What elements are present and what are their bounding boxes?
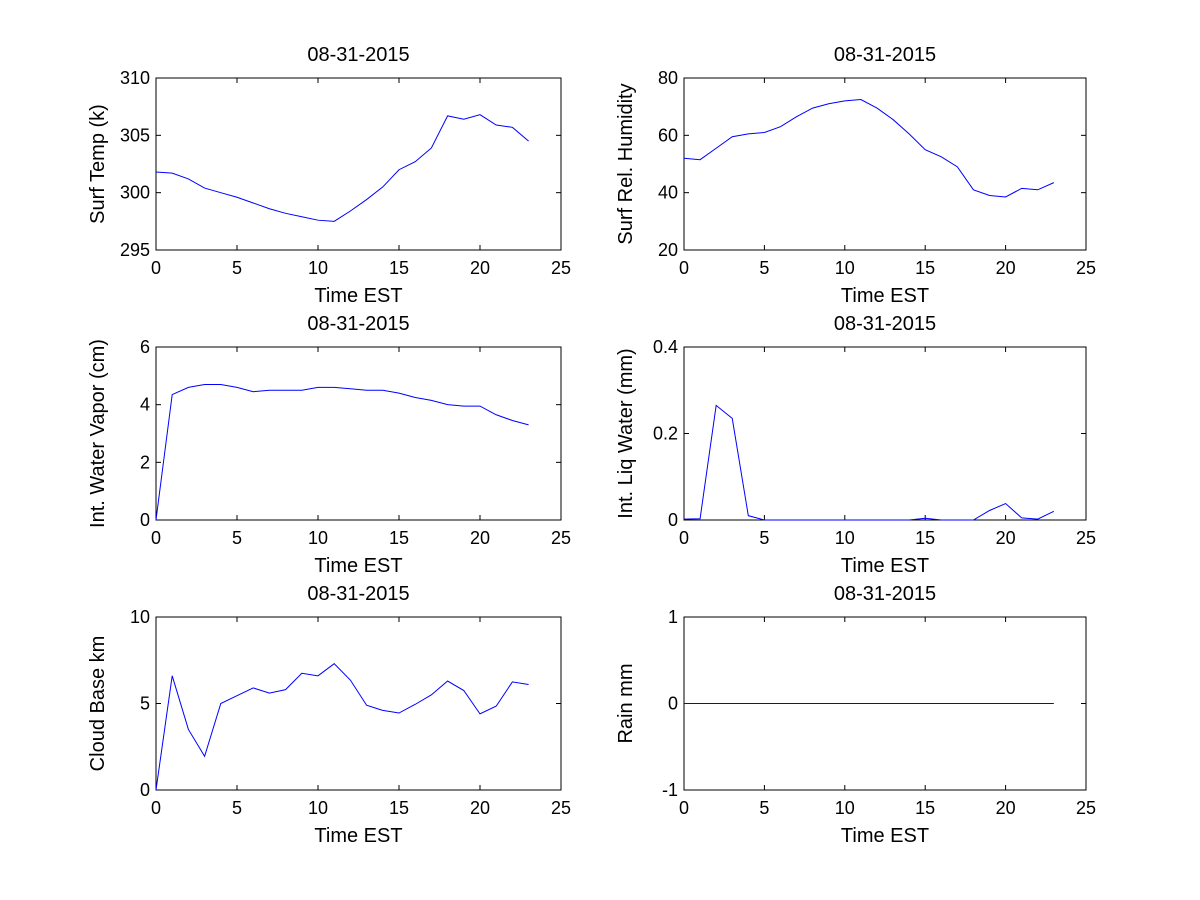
x-axis-label: Time EST [841,555,929,577]
x-tick-label: 10 [835,258,855,278]
x-axis-label: Time EST [314,555,402,577]
x-tick-label: 5 [759,528,769,548]
x-tick-label: 5 [232,798,242,818]
chart-title: 08-31-2015 [834,583,936,605]
x-tick-label: 0 [151,798,161,818]
y-tick-label: 10 [130,607,150,627]
x-tick-label: 0 [151,528,161,548]
x-tick-label: 10 [835,528,855,548]
x-tick-label: 20 [996,258,1016,278]
series-line [155,114,529,222]
x-tick-label: 10 [308,798,328,818]
series-line [155,383,529,521]
x-tick-label: 25 [1076,258,1096,278]
y-tick-label: 4 [140,395,150,415]
x-tick-label: 0 [679,258,689,278]
plot-frame [155,346,562,521]
y-axis-label: Surf Rel. Humidity [615,83,637,244]
subplot-3: 0 5 10 15 20 25 0 2 4 6 08-31-2015 Time EST Int. Wat… [87,313,571,577]
y-tick-label: 300 [120,183,150,203]
x-tick-label: 5 [759,798,769,818]
y-tick-label: 0 [140,510,150,530]
x-tick-label: 20 [470,258,490,278]
x-axis-label: Time EST [314,825,402,847]
y-tick-label: 6 [140,337,150,357]
y-tick-label: 2 [140,452,150,472]
subplot-1: 0 5 10 15 20 25 295 300 305 310 08-31-2015 Time EST… [87,44,571,307]
subplot-5: 0 5 10 15 20 25 0 5 10 08-31-2015 Time EST Cloud Ba… [87,583,571,847]
chart-title: 08-31-2015 [834,44,936,66]
y-axis-label: Cloud Base km [87,636,109,772]
y-tick-label: 295 [120,240,150,260]
y-axis-label: Rain mm [615,663,637,743]
y-tick-label: 0.4 [653,337,678,357]
x-tick-label: 20 [470,528,490,548]
x-tick-label: 10 [308,258,328,278]
x-tick-label: 15 [389,798,409,818]
x-tick-label: 20 [996,798,1016,818]
x-tick-label: 15 [915,798,935,818]
y-tick-label: 1 [668,607,678,627]
x-tick-label: 0 [679,528,689,548]
x-tick-label: 5 [232,258,242,278]
x-tick-label: 25 [551,798,571,818]
x-tick-label: 20 [996,528,1016,548]
chart-title: 08-31-2015 [307,583,409,605]
x-tick-label: 15 [915,258,935,278]
plot-frame [155,77,562,251]
x-tick-label: 15 [389,528,409,548]
series-line [683,98,1055,198]
y-axis-label: Surf Temp (k) [87,104,109,224]
y-tick-label: 20 [658,240,678,260]
x-tick-label: 0 [151,258,161,278]
plot-frame [683,77,1087,251]
x-tick-label: 25 [1076,528,1096,548]
y-tick-label: -1 [662,780,678,800]
x-tick-label: 15 [915,528,935,548]
x-axis-label: Time EST [841,825,929,847]
series-line [683,404,1055,521]
x-tick-label: 20 [470,798,490,818]
x-tick-label: 25 [1076,798,1096,818]
subplot-2: 0 5 10 15 20 25 20 40 60 80 08-31-2015 Time EST Surf… [615,44,1096,307]
x-tick-label: 10 [308,528,328,548]
y-tick-label: 0 [668,694,678,714]
y-axis-label: Int. Liq Water (mm) [615,348,637,518]
y-tick-label: 0.2 [653,424,678,444]
x-axis-label: Time EST [314,285,402,307]
y-tick-label: 0 [668,510,678,530]
plot-frame [155,616,562,791]
chart-title: 08-31-2015 [307,313,409,335]
y-tick-label: 305 [120,125,150,145]
x-tick-label: 15 [389,258,409,278]
series-line [155,663,529,791]
x-tick-label: 5 [759,258,769,278]
x-tick-label: 0 [679,798,689,818]
chart-title: 08-31-2015 [307,44,409,66]
x-tick-label: 25 [551,528,571,548]
x-axis-label: Time EST [841,285,929,307]
plot-frame [683,346,1087,521]
x-tick-label: 25 [551,258,571,278]
y-tick-label: 80 [658,68,678,88]
y-tick-label: 40 [658,183,678,203]
y-tick-label: 0 [140,780,150,800]
chart-title: 08-31-2015 [834,313,936,335]
y-axis-label: Int. Water Vapor (cm) [87,339,109,528]
y-tick-label: 60 [658,125,678,145]
x-tick-label: 5 [232,528,242,548]
x-tick-label: 10 [835,798,855,818]
y-tick-label: 310 [120,68,150,88]
subplot-4: 0 5 10 15 20 25 0 0.2 0.4 08-31-2015 Time EST Int. … [615,313,1096,577]
y-tick-label: 5 [140,694,150,714]
